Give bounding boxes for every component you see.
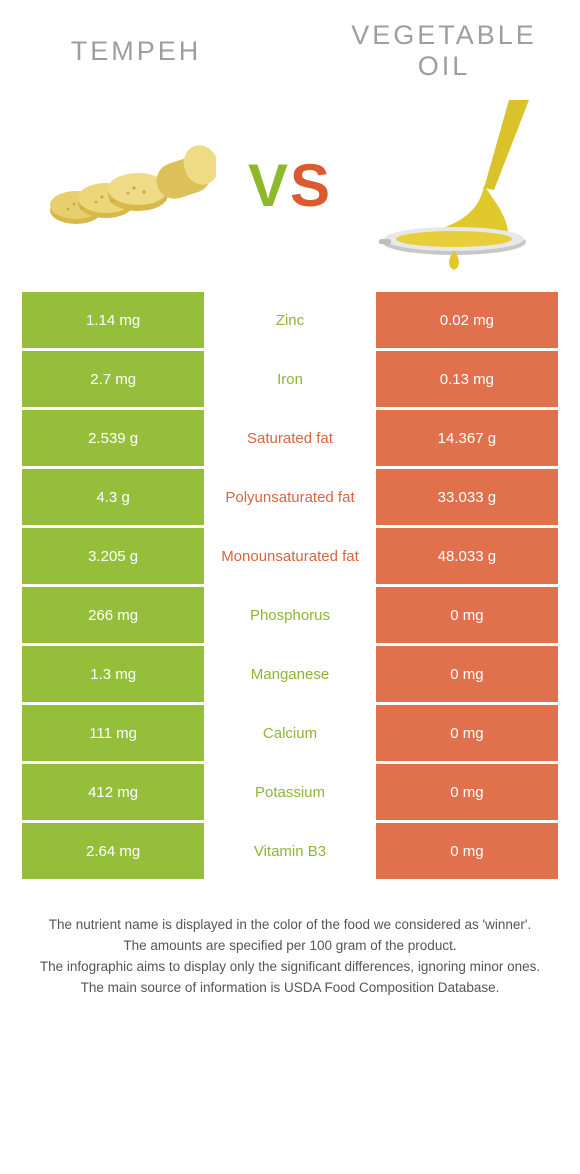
table-row: 2.7 mgIron0.13 mg <box>22 351 558 407</box>
food-left-image <box>22 125 230 245</box>
nutrient-label: Manganese <box>204 646 376 702</box>
food-left-title: TEMPEH <box>22 36 250 67</box>
value-right: 48.033 g <box>376 528 558 584</box>
value-right: 0 mg <box>376 705 558 761</box>
footnotes: The nutrient name is displayed in the co… <box>22 915 558 999</box>
nutrient-label: Saturated fat <box>204 410 376 466</box>
value-left: 111 mg <box>22 705 204 761</box>
table-row: 1.14 mgZinc0.02 mg <box>22 292 558 348</box>
value-right: 33.033 g <box>376 469 558 525</box>
value-right: 0.13 mg <box>376 351 558 407</box>
table-row: 266 mgPhosphorus0 mg <box>22 587 558 643</box>
nutrient-label: Phosphorus <box>204 587 376 643</box>
value-left: 2.64 mg <box>22 823 204 879</box>
vs-s: S <box>290 152 332 219</box>
nutrient-label: Polyunsaturated fat <box>204 469 376 525</box>
value-right: 0 mg <box>376 764 558 820</box>
table-row: 3.205 gMonounsaturated fat48.033 g <box>22 528 558 584</box>
table-row: 2.64 mgVitamin B30 mg <box>22 823 558 879</box>
footnote-line: The infographic aims to display only the… <box>30 957 550 978</box>
nutrient-label: Calcium <box>204 705 376 761</box>
footnote-line: The amounts are specified per 100 gram o… <box>30 936 550 957</box>
table-row: 412 mgPotassium0 mg <box>22 764 558 820</box>
nutrient-label: Zinc <box>204 292 376 348</box>
food-right-title: VEGETABLE OIL <box>330 20 558 82</box>
footnote-line: The main source of information is USDA F… <box>30 978 550 999</box>
value-left: 2.7 mg <box>22 351 204 407</box>
value-right: 0 mg <box>376 646 558 702</box>
vs-label: VS <box>230 151 350 220</box>
table-row: 4.3 gPolyunsaturated fat33.033 g <box>22 469 558 525</box>
value-left: 1.3 mg <box>22 646 204 702</box>
nutrient-label: Vitamin B3 <box>204 823 376 879</box>
value-right: 0 mg <box>376 823 558 879</box>
value-right: 0.02 mg <box>376 292 558 348</box>
value-left: 3.205 g <box>22 528 204 584</box>
table-row: 1.3 mgManganese0 mg <box>22 646 558 702</box>
vs-v: V <box>248 152 290 219</box>
value-left: 412 mg <box>22 764 204 820</box>
oil-icon <box>359 100 549 270</box>
comparison-table: 1.14 mgZinc0.02 mg2.7 mgIron0.13 mg2.539… <box>22 292 558 879</box>
nutrient-label: Monounsaturated fat <box>204 528 376 584</box>
value-right: 14.367 g <box>376 410 558 466</box>
value-left: 266 mg <box>22 587 204 643</box>
value-left: 4.3 g <box>22 469 204 525</box>
title-row: TEMPEH VEGETABLE OIL <box>22 20 558 82</box>
table-row: 111 mgCalcium0 mg <box>22 705 558 761</box>
value-left: 2.539 g <box>22 410 204 466</box>
table-row: 2.539 gSaturated fat14.367 g <box>22 410 558 466</box>
value-right: 0 mg <box>376 587 558 643</box>
footnote-line: The nutrient name is displayed in the co… <box>30 915 550 936</box>
nutrient-label: Iron <box>204 351 376 407</box>
tempeh-icon <box>36 125 216 245</box>
value-left: 1.14 mg <box>22 292 204 348</box>
image-row: VS <box>22 100 558 270</box>
food-right-image <box>350 100 558 270</box>
nutrient-label: Potassium <box>204 764 376 820</box>
